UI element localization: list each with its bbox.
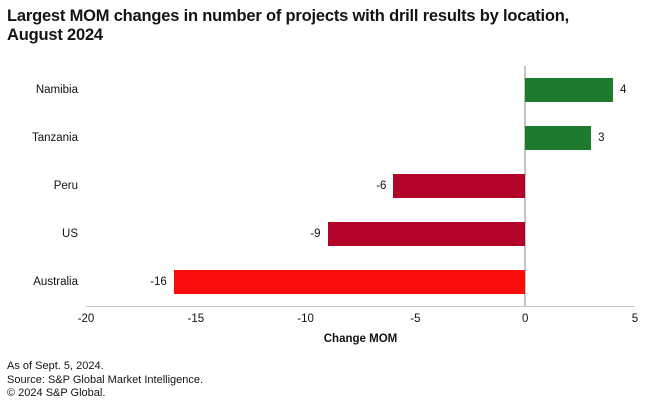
bar-value-label: -6 (376, 180, 387, 192)
bar-value-label: 3 (598, 132, 605, 144)
x-tick-label: 0 (521, 313, 529, 325)
category-label: Tanzania (31, 132, 78, 144)
category-label: US (62, 228, 78, 240)
category-label: Australia (33, 276, 78, 288)
x-tick-label: -20 (77, 313, 95, 325)
bar-value-label: -16 (150, 276, 167, 288)
category-label: Namibia (35, 84, 78, 96)
footnote: As of Sept. 5, 2024. Source: S&P Global … (7, 360, 203, 401)
footnote-as-of: As of Sept. 5, 2024. (7, 360, 104, 372)
footnote-source: Source: S&P Global Market Intelligence. (7, 373, 204, 386)
zero-axis-line (524, 66, 526, 306)
category-label: Peru (53, 180, 78, 192)
x-axis-title: Change MOM (323, 333, 398, 345)
x-tick-label: -5 (410, 313, 421, 325)
bar-value-label: 4 (620, 84, 627, 96)
x-tick-label: 5 (631, 313, 639, 325)
x-tick-label: -10 (297, 313, 314, 325)
bar-tanzania (525, 126, 592, 150)
bar-australia (173, 270, 526, 294)
chart-title: Largest MOM changes in number of project… (7, 7, 657, 45)
bar-value-label: -9 (310, 228, 321, 240)
x-tick-label: -15 (187, 313, 205, 325)
footnote-copyright: © 2024 S&P Global. (7, 387, 106, 399)
chart-title-line-2: August 2024 (7, 26, 103, 44)
bar-namibia (525, 78, 614, 102)
bar-us (327, 222, 526, 246)
plot-area: 4 Namibia 3 Tanzania -6 Peru -9 US -16 Australia -… (32, 66, 638, 325)
bar-peru (393, 174, 526, 198)
chart-title-line-1: Largest MOM changes in number of project… (7, 7, 570, 25)
